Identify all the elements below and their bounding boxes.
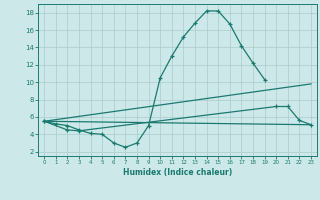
X-axis label: Humidex (Indice chaleur): Humidex (Indice chaleur) (123, 168, 232, 177)
